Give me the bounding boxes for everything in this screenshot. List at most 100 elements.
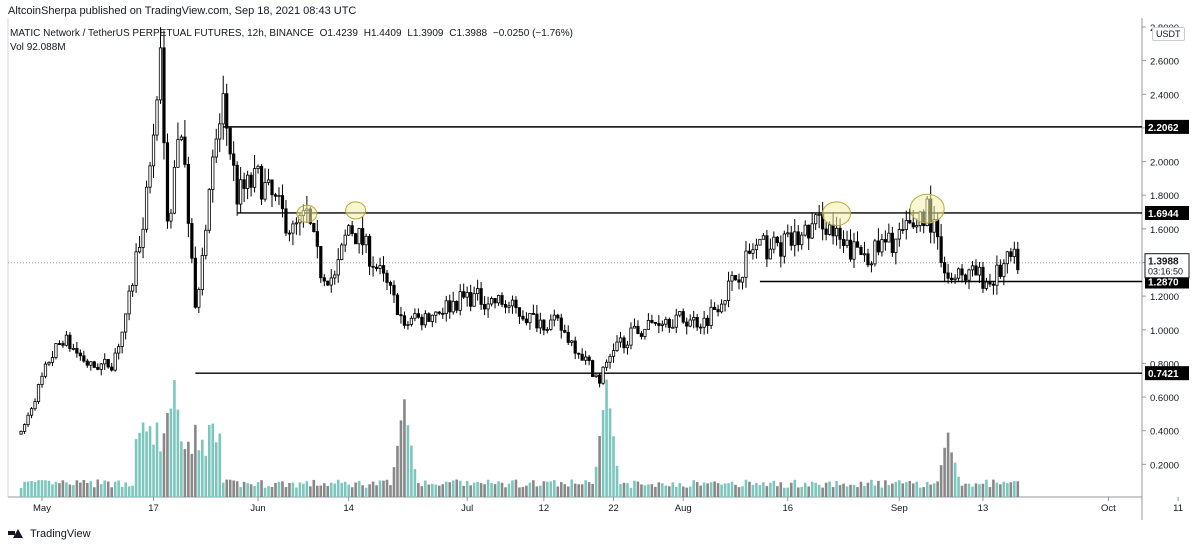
candle-body xyxy=(43,363,48,377)
candle-body xyxy=(395,294,400,316)
candle-body xyxy=(814,214,818,225)
volume-bar xyxy=(786,487,790,497)
volume-bar xyxy=(584,480,587,497)
volume-bar xyxy=(619,484,622,497)
candle-body xyxy=(559,317,563,331)
volume-bar xyxy=(664,485,668,497)
candle-body xyxy=(469,292,473,307)
volume-bar xyxy=(455,479,459,497)
volume-bar xyxy=(190,453,194,497)
volume-bar xyxy=(828,481,831,497)
volume-bar xyxy=(577,484,580,497)
volume-bar xyxy=(305,481,309,497)
volume-bar xyxy=(333,483,337,497)
highlight-circle xyxy=(909,193,945,224)
candle-body xyxy=(486,303,490,310)
candle-body xyxy=(137,247,142,253)
candle-body xyxy=(256,165,260,169)
volume-bar xyxy=(946,432,950,497)
volume-bar xyxy=(960,485,964,497)
countdown-label: 03:16:50 xyxy=(1148,267,1183,277)
volume-bar xyxy=(566,486,570,497)
volume-bar xyxy=(322,483,326,497)
volume-bar xyxy=(441,484,445,497)
candle-body xyxy=(779,242,783,257)
volume-bar xyxy=(204,455,208,497)
candle-body xyxy=(26,414,30,425)
volume-bar xyxy=(887,485,891,497)
volume-bar xyxy=(37,480,40,497)
candle-body xyxy=(252,168,257,188)
volume-bar xyxy=(720,484,723,497)
volume-bar xyxy=(214,442,218,497)
candle-body xyxy=(120,331,124,347)
volume-bar xyxy=(692,480,695,497)
volume-bar xyxy=(507,483,511,497)
volume-bar xyxy=(65,482,68,497)
volume-bar xyxy=(971,486,974,497)
volume-bar xyxy=(849,484,852,497)
candle-body xyxy=(660,323,664,326)
candle-body xyxy=(803,224,807,236)
time-tick-label: 17 xyxy=(148,503,159,514)
candle-body xyxy=(131,284,135,292)
volume-bar xyxy=(647,484,650,497)
candle-body xyxy=(911,222,915,228)
candle-body xyxy=(786,232,790,235)
volume-bar xyxy=(713,481,716,497)
candle-body xyxy=(716,309,720,313)
volume-bar xyxy=(479,483,483,497)
volume-bar xyxy=(995,482,999,497)
candle-body xyxy=(699,326,703,329)
volume-bar xyxy=(615,465,619,497)
volume-bar xyxy=(141,422,145,497)
candle-body xyxy=(521,315,525,320)
volume-bar xyxy=(856,487,859,497)
level-price-label: 2.2062 xyxy=(1148,123,1179,134)
candle-body xyxy=(71,348,75,350)
volume-bar xyxy=(563,484,567,497)
candle-body xyxy=(706,317,710,326)
candle-body xyxy=(897,229,901,240)
candle-body xyxy=(36,384,41,402)
volume-bar xyxy=(671,482,675,497)
candle-body xyxy=(423,313,427,326)
volume-bar xyxy=(594,466,598,497)
candle-body xyxy=(200,255,204,291)
candle-body xyxy=(326,280,330,286)
time-tick-label: Jun xyxy=(250,503,265,514)
volume-bar xyxy=(783,487,786,497)
volume-bar xyxy=(744,479,748,497)
candle-body xyxy=(800,234,804,246)
candle-body xyxy=(493,298,497,304)
volume-bar xyxy=(612,436,615,497)
volume-bar xyxy=(661,483,664,497)
volume-bar xyxy=(535,486,539,497)
symbol-title[interactable]: MATIC Network / TetherUS PERPETUAL FUTUR… xyxy=(10,28,314,39)
candle-body xyxy=(685,321,689,327)
candle-body xyxy=(873,240,877,265)
candle-body xyxy=(319,246,323,279)
candle-body xyxy=(761,235,765,240)
price-tick-label: 2.6000 xyxy=(1150,57,1179,68)
candle-body xyxy=(991,283,996,286)
volume-bar xyxy=(727,483,730,497)
volume-bar xyxy=(131,485,134,497)
candle-body xyxy=(580,353,584,361)
candle-body xyxy=(591,360,595,377)
time-tick-label: Sep xyxy=(891,503,908,514)
currency-badge[interactable]: USDT xyxy=(1152,27,1185,41)
candle-body xyxy=(343,234,347,246)
candle-body xyxy=(887,232,891,243)
time-tick-label: 16 xyxy=(783,503,794,514)
volume-bar xyxy=(284,487,288,497)
volume-bar xyxy=(654,486,657,497)
candle-body xyxy=(158,47,163,101)
candle-body xyxy=(611,350,616,357)
volume-bar xyxy=(706,483,709,497)
tradingview-brand[interactable]: TradingView xyxy=(8,528,91,540)
candle-body xyxy=(618,337,623,343)
brand-label: TradingView xyxy=(30,528,91,540)
volume-bar xyxy=(424,480,427,497)
